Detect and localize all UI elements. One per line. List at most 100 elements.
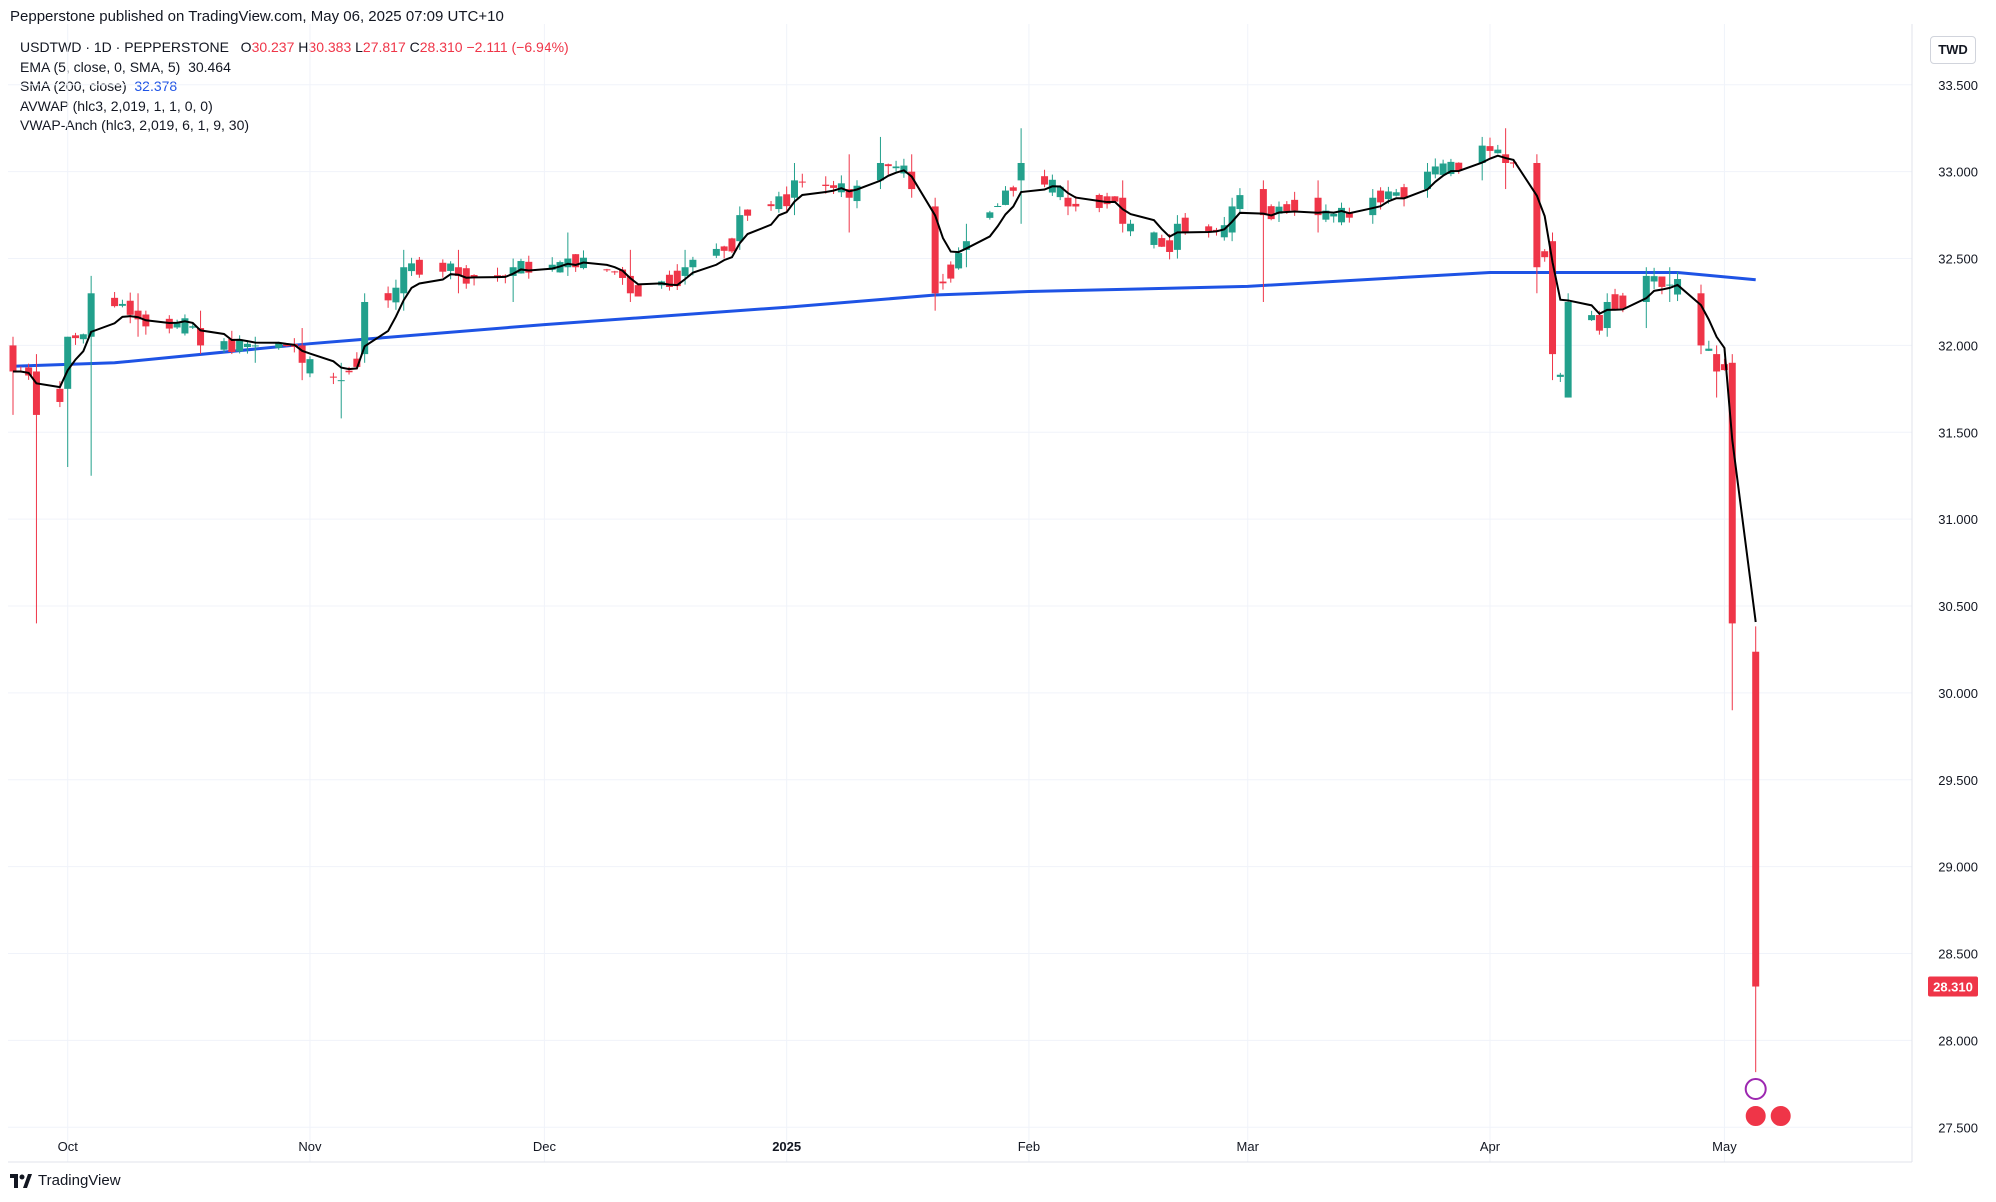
candle-body: [1369, 197, 1377, 216]
legend-sma-row[interactable]: SMA (200, close) 32.378: [20, 77, 569, 97]
candle-body: [111, 297, 119, 307]
candle-body: [947, 264, 955, 279]
candle-body: [955, 253, 963, 269]
candle-body: [822, 184, 830, 186]
candle-body: [134, 310, 142, 320]
candle-body: [908, 171, 916, 190]
candle-body: [470, 275, 478, 277]
change-value: −2.111 (−6.94%): [466, 39, 569, 55]
candle-body: [1564, 301, 1572, 398]
candle-body: [1150, 232, 1158, 245]
candle-body: [1275, 206, 1283, 214]
x-tick-label: Apr: [1480, 1139, 1501, 1154]
candle-body: [189, 326, 197, 328]
tradingview-logo-icon: [10, 1173, 32, 1188]
us-flag-event-icon: [1743, 1104, 1768, 1128]
candle-body: [853, 185, 861, 202]
tradingview-logo[interactable]: TradingView: [10, 1172, 121, 1189]
y-tick-label: 29.000: [1938, 860, 1978, 875]
candle-body: [1423, 171, 1431, 190]
candle-body: [1345, 212, 1353, 218]
x-tick-label: Feb: [1018, 1139, 1040, 1154]
candle-body: [798, 181, 806, 183]
ema-value: 30.464: [188, 58, 231, 75]
candle-body: [1314, 197, 1322, 216]
candle-body: [64, 336, 72, 389]
sma-label: SMA (200, close): [20, 78, 127, 94]
x-tick-label: Dec: [533, 1139, 557, 1154]
candle-body: [173, 322, 181, 328]
candle-body: [283, 344, 291, 347]
candle-body: [994, 205, 1002, 207]
candle-body: [1158, 238, 1166, 247]
candle-body: [79, 334, 87, 340]
candle-body: [767, 204, 775, 207]
candle-body: [626, 275, 634, 294]
candle-body: [720, 246, 728, 251]
x-tick-label: Mar: [1237, 1139, 1260, 1154]
candle-body: [337, 380, 345, 382]
candle-body: [1486, 146, 1494, 151]
candle-body: [1595, 315, 1603, 331]
candle-body: [1666, 284, 1674, 286]
candle-body: [220, 341, 228, 350]
candle-body: [1041, 176, 1049, 185]
candle-body: [1713, 354, 1721, 372]
candle-body: [1588, 315, 1596, 321]
candle-body: [228, 338, 236, 352]
candle-body: [1705, 348, 1713, 351]
candle-body: [1228, 206, 1236, 233]
legend-ohlc-row: USDTWD · 1D · PEPPERSTONE O30.237 H30.38…: [20, 38, 569, 58]
x-tick-label: Oct: [58, 1139, 79, 1154]
candle-body: [275, 343, 283, 348]
candle-body: [892, 166, 900, 169]
candle-body: [509, 267, 517, 276]
candle-body: [56, 388, 64, 402]
close-value: 28.310: [419, 39, 463, 55]
x-tick-label: Nov: [298, 1139, 322, 1154]
candle-body: [619, 269, 627, 278]
candle-body: [361, 301, 369, 355]
candle-body: [1611, 294, 1619, 310]
candle-body: [9, 345, 17, 372]
candle-body: [1173, 223, 1181, 250]
candle-body: [1392, 192, 1400, 196]
legend-ema-row[interactable]: EMA (5, close, 0, SMA, 5) 30.464: [20, 58, 569, 78]
legend-vwap-row[interactable]: VWAP-Anch (hlc3, 2,019, 6, 1, 9, 30): [20, 116, 569, 136]
candle-body: [1720, 364, 1728, 371]
published-header: Pepperstone published on TradingView.com…: [10, 8, 504, 25]
open-label: O: [240, 39, 252, 55]
candle-body: [1650, 276, 1658, 282]
y-tick-label: 30.000: [1938, 686, 1978, 701]
candle-body: [845, 189, 853, 198]
candle-body: [306, 359, 314, 374]
candle-body: [517, 261, 525, 274]
candle-body: [1072, 203, 1080, 207]
candle-body: [1478, 145, 1486, 163]
candle-body: [548, 264, 556, 270]
candle-body: [611, 271, 619, 273]
y-tick-label: 27.500: [1938, 1120, 1978, 1135]
candle-body: [1752, 651, 1760, 987]
y-tick-label: 33.500: [1938, 78, 1978, 93]
candle-body: [665, 274, 673, 288]
candle-body: [712, 248, 720, 256]
candle-body: [728, 238, 736, 252]
currency-badge[interactable]: TWD: [1930, 36, 1976, 64]
candle-body: [1181, 217, 1189, 233]
candle-body: [181, 318, 189, 334]
candle-body: [986, 212, 994, 218]
candle-body: [1111, 196, 1119, 202]
candle-body: [25, 367, 33, 376]
candle-body: [1439, 163, 1447, 175]
candle-body: [681, 267, 689, 276]
candle-body: [1220, 225, 1228, 238]
sma-200-line: [12, 270, 1756, 368]
symbol-label[interactable]: USDTWD · 1D · PEPPERSTONE: [20, 39, 229, 55]
candle-body: [931, 206, 939, 294]
candle-body: [329, 376, 337, 378]
candle-body: [447, 263, 455, 271]
candle-body: [1674, 279, 1682, 295]
candle-body: [673, 270, 681, 287]
